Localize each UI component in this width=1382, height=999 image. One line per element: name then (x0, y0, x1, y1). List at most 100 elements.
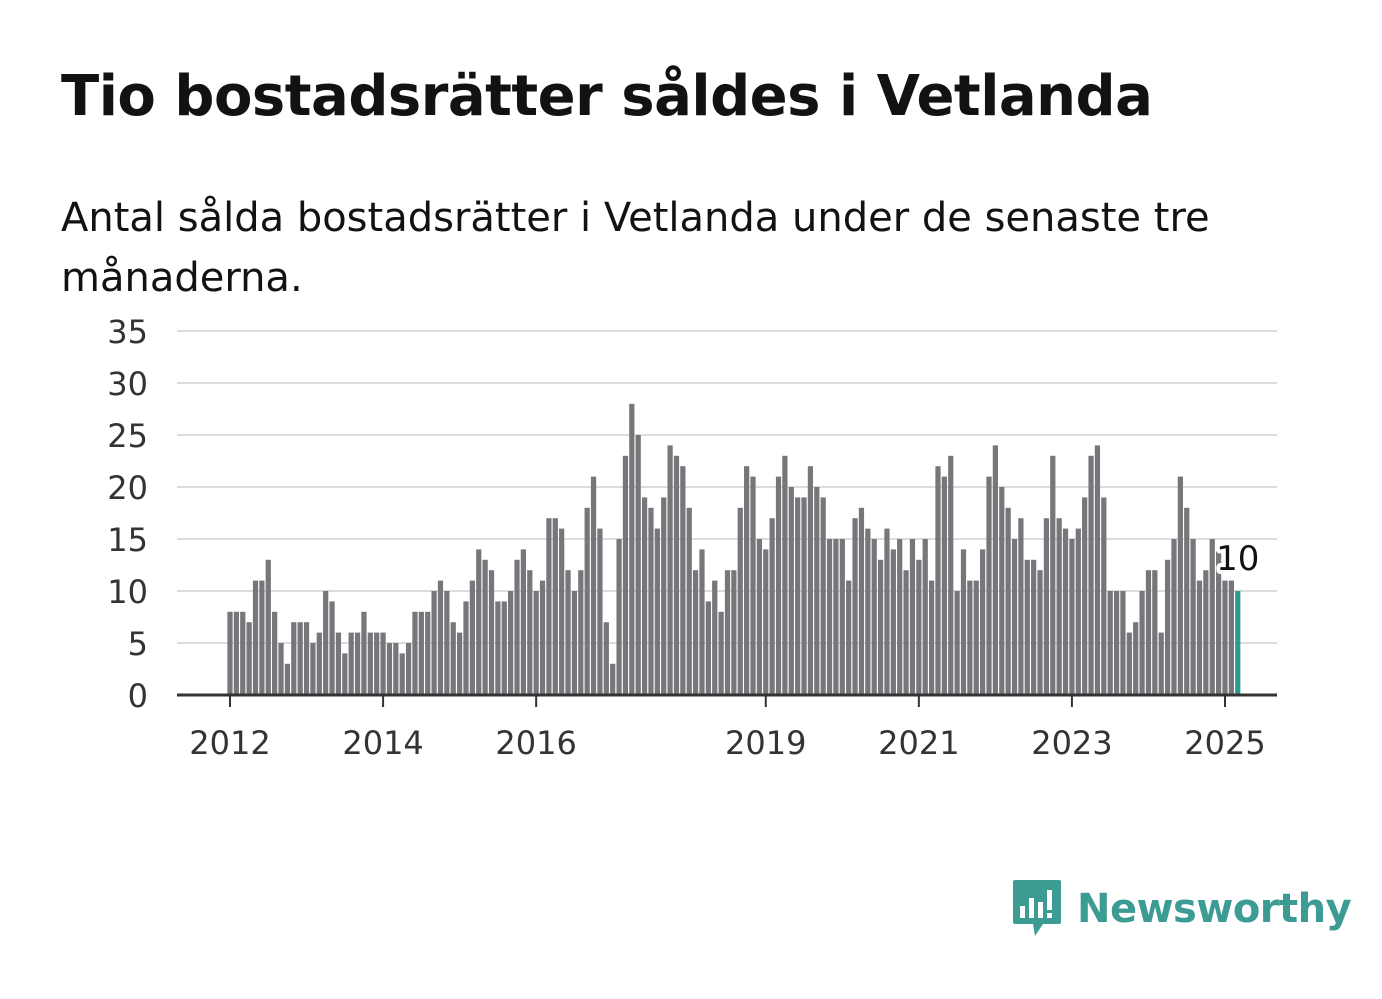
bar (571, 591, 578, 695)
bar (769, 518, 775, 695)
bar (482, 559, 488, 695)
bar (444, 591, 450, 695)
bar (597, 528, 603, 695)
x-tick-label: 2021 (878, 724, 959, 762)
bar (865, 528, 871, 695)
bar (686, 507, 692, 695)
bar (514, 559, 520, 695)
bar (967, 580, 973, 695)
bar (316, 632, 322, 695)
x-tick-label: 2025 (1184, 724, 1265, 762)
bar (361, 611, 367, 695)
bar (559, 528, 565, 695)
bar (1062, 528, 1069, 695)
bar (839, 539, 845, 695)
bar (603, 622, 609, 695)
bar (1024, 559, 1030, 695)
bar (909, 539, 916, 695)
bar (814, 487, 820, 695)
y-tick-label: 10 (107, 573, 148, 611)
bar (782, 455, 788, 695)
bar (1196, 580, 1203, 695)
bar-series (227, 403, 1241, 695)
bar (680, 466, 686, 695)
logo-wordmark: Newsworthy (1077, 886, 1352, 932)
bar (1152, 570, 1158, 695)
bar (999, 487, 1005, 695)
bar (457, 632, 463, 695)
x-tick-label: 2023 (1031, 724, 1112, 762)
bar (948, 455, 954, 695)
bar (1050, 455, 1056, 695)
bar (654, 528, 660, 695)
bar (323, 591, 329, 695)
bar (1101, 497, 1107, 695)
bar (1145, 570, 1152, 695)
bar (858, 507, 865, 695)
bar (367, 632, 373, 695)
bar (278, 643, 284, 695)
bar (673, 455, 680, 695)
bar (527, 570, 533, 695)
y-tick-label: 30 (107, 365, 148, 403)
bar (1031, 559, 1037, 695)
bar (935, 466, 941, 695)
bar (1037, 570, 1043, 695)
bar (463, 601, 469, 695)
bar (233, 611, 239, 695)
bar (826, 539, 833, 695)
bar (272, 611, 278, 695)
bar (246, 622, 252, 695)
bar (297, 622, 303, 695)
bar (1005, 507, 1011, 695)
bar (1088, 455, 1094, 695)
bar (833, 539, 839, 695)
bar (431, 591, 437, 695)
bar (399, 653, 405, 695)
bar (265, 559, 271, 695)
bar (1018, 518, 1024, 695)
x-axis-ticks: 2012 2014 2016 2019 2021 2023 2025 (189, 695, 1266, 762)
bar (973, 580, 979, 695)
bar (469, 580, 475, 695)
x-tick-label: 2016 (495, 724, 576, 762)
bar (252, 580, 259, 695)
bar (1113, 591, 1120, 695)
bar (731, 570, 737, 695)
bar (871, 539, 877, 695)
bar (1164, 559, 1171, 695)
bar (616, 539, 622, 695)
bar (1133, 622, 1139, 695)
bar (756, 539, 763, 695)
newsworthy-logo[interactable]: Newsworthy (1011, 878, 1352, 940)
bar (1171, 539, 1177, 695)
x-tick-label: 2019 (725, 724, 806, 762)
bar (1209, 539, 1215, 695)
bar (1120, 591, 1126, 695)
page-subtitle: Antal sålda bostadsrätter i Vetlanda und… (61, 195, 1210, 301)
bar (744, 466, 750, 695)
bar (1216, 549, 1222, 695)
bar (724, 570, 731, 695)
bar (578, 570, 584, 695)
x-tick-label: 2012 (189, 724, 270, 762)
bar (348, 632, 354, 695)
bar (1228, 580, 1234, 695)
y-tick-label: 5 (128, 625, 148, 663)
bar (775, 476, 782, 695)
bar (1107, 591, 1113, 695)
bar (788, 487, 794, 695)
bar (546, 518, 552, 695)
bar (877, 559, 884, 695)
bar (450, 622, 456, 695)
data-labels: 10 (1212, 535, 1263, 583)
bar (412, 611, 418, 695)
bar (897, 539, 903, 695)
bar (1177, 476, 1183, 695)
bar (374, 632, 380, 695)
bar (405, 643, 412, 695)
bar (763, 549, 769, 695)
bar (533, 591, 539, 695)
bar (629, 403, 635, 695)
